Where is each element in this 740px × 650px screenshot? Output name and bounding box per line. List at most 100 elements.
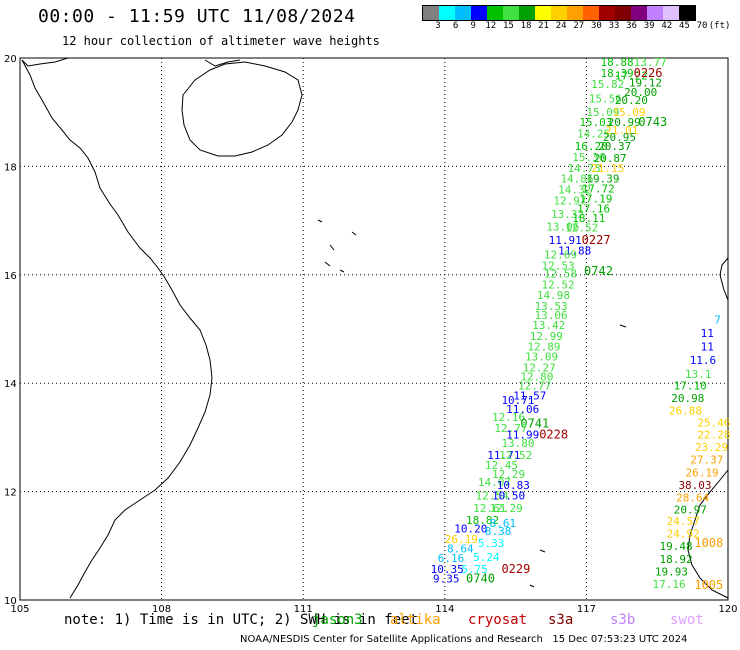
lat-tick-label: 18 <box>4 162 17 173</box>
wave-height-label: 5.24 <box>473 551 500 564</box>
colorbar-swatch <box>567 6 583 20</box>
pass-time-label: 0742 <box>584 264 613 278</box>
colorbar-swatch <box>615 6 631 20</box>
legend-s3b: s3b <box>610 612 636 628</box>
wave-height-label: 7 <box>714 314 721 327</box>
wave-height-label: 12.29 <box>490 502 523 515</box>
latitude-tick-labels: 20 18 16 14 12 10 <box>4 54 17 607</box>
leizhou-coastline <box>204 59 241 67</box>
lon-tick-label: 120 <box>718 604 737 615</box>
wave-height-label: 19.39 <box>586 173 619 186</box>
pass-time-label: 0743 <box>638 115 667 129</box>
wave-height-label: 15.82 <box>591 78 624 91</box>
colorbar-tick: 18 <box>520 21 532 31</box>
wave-height-label: 5.33 <box>478 537 505 550</box>
wave-height-label: 19.48 <box>660 540 693 553</box>
wave-height-label: 20.87 <box>593 152 626 165</box>
wave-height-label: 10.50 <box>492 490 525 503</box>
wave-height-label: 20.00 <box>624 86 657 99</box>
wave-height-label: 12.69 <box>544 249 577 262</box>
wave-height-label: 21.15 <box>591 162 624 175</box>
wave-height-label: 13.09 <box>525 350 558 363</box>
colorbar-tick: 33 <box>608 21 620 31</box>
wave-height-label: 18.92 <box>660 553 693 566</box>
colorbar-tick: 12 <box>485 21 497 31</box>
wave-height-label: 12.61 <box>473 502 506 515</box>
colorbar-swatch <box>423 6 439 20</box>
colorbar-tick: 21 <box>538 21 550 31</box>
pass-time-label: 1005 <box>694 578 723 592</box>
wave-height-label: 8.38 <box>485 525 512 538</box>
colorbar-tick: 24 <box>555 21 567 31</box>
wave-height-label: 13.53 <box>534 300 567 313</box>
wave-height-label: 23.29 <box>695 441 728 454</box>
wave-height-label: 11.99 <box>506 428 539 441</box>
wave-height-label: 12.53 <box>542 259 575 272</box>
wave-height-label: 12.29 <box>492 468 525 481</box>
colorbar-tick: 3 <box>435 21 441 31</box>
wave-height-label: 10.83 <box>497 479 530 492</box>
wave-height-label: 14.07 <box>478 476 511 489</box>
credit-line: NOAA/NESDIS Center for Satellite Applica… <box>240 634 688 645</box>
coastline <box>21 57 729 599</box>
colorbar-swatch <box>663 6 679 20</box>
wave-height-label: 20.95 <box>603 131 636 144</box>
map-frame <box>19 57 729 601</box>
wave-height-label: 15.56 <box>589 92 622 105</box>
colorbar-tick: 45 <box>678 21 690 31</box>
legend-cryosat: cryosat <box>468 612 528 628</box>
lat-tick-label: 10 <box>4 596 17 607</box>
wave-height-label: 26.19 <box>445 533 478 546</box>
altimeter-track-labels: 18.88 13.7718.3917.22022619.1215.8220.001… <box>431 56 731 592</box>
wave-height-label: 15.03 <box>579 116 612 129</box>
legend-swot: swot <box>670 612 704 628</box>
wave-height-label: 13.06 <box>534 309 567 322</box>
wave-height-label: 13.1 <box>685 368 712 381</box>
wave-height-label: 11.71 <box>487 449 520 462</box>
philippines-coastline <box>687 257 729 599</box>
wave-height-label: 13.77 <box>634 56 667 69</box>
wave-height-label: 19.93 <box>655 566 688 579</box>
colorbar-swatch <box>487 6 503 20</box>
wave-height-label: 16.20 <box>575 140 608 153</box>
wave-height-label: 12.45 <box>485 459 518 472</box>
wave-height-label: 14.25 <box>577 128 610 141</box>
wave-height-label: 10.71 <box>501 394 534 407</box>
colorbar-swatch <box>455 6 471 20</box>
wave-height-label: 11 <box>701 341 714 354</box>
wave-height-label: 12.52 <box>565 221 598 234</box>
colorbar-swatch <box>679 6 695 20</box>
wave-height-label: 15.09 <box>612 106 645 119</box>
colorbar-swatch <box>503 6 519 20</box>
wave-height-label: 11.91 <box>549 234 582 247</box>
colorbar-swatch <box>631 6 647 20</box>
pass-time-label: 0229 <box>501 562 530 576</box>
colorbar-tick: 6 <box>452 21 459 31</box>
colorbar-swatch <box>551 6 567 20</box>
legend-altika: altika <box>390 612 441 628</box>
pass-time-label: 0741 <box>520 417 549 431</box>
wave-height-label: 12.27 <box>523 361 556 374</box>
wave-height-label: 12.77 <box>494 422 527 435</box>
wave-height-label: 17.16 <box>652 578 685 591</box>
wave-height-label: 13.06 <box>546 220 579 233</box>
wave-height-label: 27.37 <box>690 453 723 466</box>
wave-height-label: 12.16 <box>492 411 525 424</box>
wave-height-label: 38.03 <box>678 479 711 492</box>
wave-height-label: 17.10 <box>674 380 707 393</box>
colorbar-tick: 70 <box>696 21 708 31</box>
wave-height-label: 15.36 <box>572 151 605 164</box>
wave-height-label: 12.52 <box>499 449 532 462</box>
wave-height-label: 11 <box>701 327 714 340</box>
wave-height-label: 14.98 <box>537 289 570 302</box>
wave-height-label: 13.42 <box>532 319 565 332</box>
wave-height-label: 24.57 <box>667 515 700 528</box>
colorbar-tick: 27 <box>573 21 585 31</box>
wave-height-label: 20.99 <box>608 116 641 129</box>
wave-height-label: 17.19 <box>579 193 612 206</box>
wave-height-label: 12.97 <box>553 194 586 207</box>
wave-height-label: 10.35 <box>431 563 464 576</box>
wave-height-label: 24.92 <box>667 528 700 541</box>
wave-height-label: 17.22 <box>615 70 648 83</box>
